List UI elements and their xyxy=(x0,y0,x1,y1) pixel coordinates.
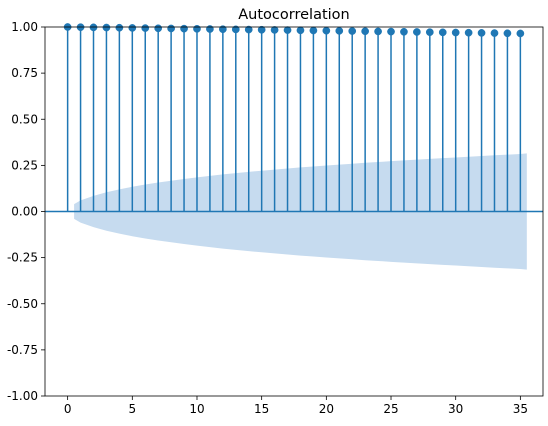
acf-marker-lag-9 xyxy=(180,24,188,33)
y-tick-label-1: -0.75 xyxy=(7,343,38,357)
acf-marker-lag-32 xyxy=(477,29,486,37)
acf-marker-lag-6 xyxy=(141,24,150,32)
acf-marker-lag-12 xyxy=(219,25,227,34)
x-tick-label-5: 5 xyxy=(128,402,136,416)
acf-marker-lag-19 xyxy=(309,26,318,35)
y-tick-label-5: 0.25 xyxy=(11,158,38,172)
acf-marker-lag-23 xyxy=(361,27,369,36)
acf-marker-lag-7 xyxy=(154,24,163,33)
x-tick-label-10: 10 xyxy=(189,402,204,416)
x-tick-label-35: 35 xyxy=(513,402,528,416)
acf-marker-lag-14 xyxy=(244,25,253,34)
y-tick-label-0: -1.00 xyxy=(7,389,38,403)
acf-marker-lag-3 xyxy=(102,23,111,32)
y-tick-label-8: 1.00 xyxy=(11,20,38,34)
acf-marker-lag-17 xyxy=(283,26,292,34)
acf-marker-lag-18 xyxy=(296,26,305,35)
chart-title: Autocorrelation xyxy=(238,7,349,23)
acf-marker-lag-31 xyxy=(464,28,473,37)
y-tick-label-7: 0.75 xyxy=(11,66,38,80)
acf-marker-lag-27 xyxy=(413,28,421,36)
acf-marker-lag-15 xyxy=(257,25,266,34)
y-tick-label-4: 0.00 xyxy=(11,205,38,219)
x-tick-label-30: 30 xyxy=(448,402,463,416)
acf-marker-lag-33 xyxy=(490,29,499,37)
acf-marker-lag-34 xyxy=(503,29,512,38)
y-tick-label-6: 0.50 xyxy=(11,112,38,126)
acf-marker-lag-28 xyxy=(425,28,434,37)
x-tick-label-15: 15 xyxy=(254,402,269,416)
y-axis-ticks: -1.00 -0.75 -0.50 -0.25 0.00 0.25 0.50 0.75 1.00 xyxy=(7,20,45,403)
acf-marker-lag-8 xyxy=(167,24,175,33)
acf-marker-lag-20 xyxy=(322,26,331,35)
acf-marker-lag-16 xyxy=(270,26,279,34)
acf-marker-lag-11 xyxy=(206,25,214,33)
acf-marker-lag-30 xyxy=(451,28,460,37)
x-tick-label-25: 25 xyxy=(383,402,398,416)
acf-marker-lag-4 xyxy=(115,23,124,32)
acf-marker-lag-22 xyxy=(348,27,357,35)
acf-marker-lag-25 xyxy=(387,27,395,36)
acf-marker-lag-5 xyxy=(128,24,137,32)
acf-marker-lag-26 xyxy=(400,27,408,36)
y-tick-label-3: -0.25 xyxy=(7,251,38,265)
x-tick-label-0: 0 xyxy=(64,402,72,416)
y-tick-label-2: -0.50 xyxy=(7,297,38,311)
acf-marker-lag-21 xyxy=(335,27,344,35)
x-tick-label-20: 20 xyxy=(319,402,334,416)
stem-layer xyxy=(66,27,522,212)
acf-marker-lag-35 xyxy=(516,29,525,38)
acf-marker-lag-10 xyxy=(193,24,201,33)
acf-marker-lag-29 xyxy=(438,28,447,37)
acf-marker-lag-13 xyxy=(231,25,240,34)
x-axis-ticks: 0 5 10 15 20 25 30 35 xyxy=(64,396,528,416)
acf-marker-lag-24 xyxy=(374,27,382,36)
